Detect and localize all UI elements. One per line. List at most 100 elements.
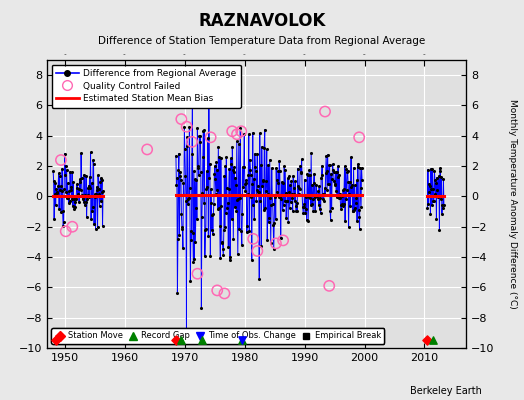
Point <box>79 194 88 200</box>
Point <box>201 253 209 260</box>
Point <box>356 185 365 192</box>
Point <box>300 204 308 210</box>
Point <box>258 177 267 184</box>
Point <box>54 170 63 176</box>
Point <box>79 196 87 203</box>
Point <box>238 210 246 217</box>
Point <box>212 159 221 165</box>
Point <box>181 173 190 179</box>
Point <box>172 153 180 159</box>
Point <box>314 202 323 208</box>
Point <box>99 223 107 229</box>
Point <box>220 227 228 233</box>
Point <box>282 215 290 222</box>
Point <box>224 199 232 206</box>
Point <box>277 234 285 241</box>
Point <box>173 175 181 182</box>
Point <box>340 200 348 207</box>
Point <box>212 190 220 197</box>
Point <box>277 196 286 203</box>
Point <box>321 191 329 198</box>
Point <box>70 198 79 205</box>
Point <box>318 162 326 169</box>
Point <box>345 191 353 197</box>
Point <box>205 161 214 167</box>
Point <box>69 202 77 209</box>
Point <box>240 131 248 137</box>
Point <box>340 186 348 192</box>
Point <box>92 191 100 198</box>
Point <box>198 214 206 220</box>
Point <box>302 217 311 224</box>
Point <box>230 164 238 170</box>
Point <box>80 171 88 178</box>
Point <box>237 242 246 249</box>
Point <box>289 208 297 214</box>
Point <box>204 232 213 239</box>
Point <box>52 188 61 195</box>
Point <box>427 166 435 172</box>
Point <box>247 256 256 263</box>
Point <box>206 186 215 192</box>
Point <box>194 163 202 169</box>
Point <box>234 251 242 258</box>
Point <box>252 198 260 204</box>
Point <box>310 170 319 177</box>
Point <box>310 180 318 186</box>
Point <box>56 173 64 180</box>
Point <box>294 191 303 197</box>
Point <box>324 181 333 187</box>
Point <box>86 149 95 156</box>
Point <box>59 223 67 230</box>
Point <box>61 162 70 169</box>
Point <box>245 131 253 137</box>
Point <box>271 216 280 222</box>
Point <box>426 211 434 217</box>
Point <box>254 183 262 189</box>
Point <box>307 202 315 208</box>
Point <box>50 216 58 222</box>
Point <box>55 206 63 213</box>
Point <box>196 169 205 176</box>
Point <box>225 166 234 172</box>
Point <box>321 185 329 191</box>
Point <box>434 194 442 200</box>
Point <box>242 177 250 183</box>
Point <box>64 199 73 206</box>
Point <box>355 226 364 233</box>
Point <box>342 187 351 193</box>
Point <box>332 188 340 194</box>
Point <box>77 150 85 157</box>
Point <box>247 171 255 178</box>
Point <box>292 200 301 206</box>
Point <box>88 180 96 186</box>
Point <box>193 216 201 222</box>
Point <box>313 196 322 202</box>
Point <box>320 197 328 204</box>
Point <box>433 174 441 181</box>
Point <box>289 172 298 179</box>
Text: Berkeley Earth: Berkeley Earth <box>410 386 482 396</box>
Point <box>66 198 74 204</box>
Point <box>285 173 293 180</box>
Point <box>345 178 354 185</box>
Point <box>80 202 89 208</box>
Point <box>428 202 436 209</box>
Point <box>268 200 277 207</box>
Point <box>52 186 60 192</box>
Point <box>439 205 447 212</box>
Point <box>246 156 254 163</box>
Point <box>213 187 221 193</box>
Point <box>272 165 280 171</box>
Point <box>81 192 89 198</box>
Point <box>274 180 282 186</box>
Point <box>353 218 361 224</box>
Point <box>176 169 184 175</box>
Point <box>279 180 287 186</box>
Point <box>425 181 433 187</box>
Point <box>263 237 271 244</box>
Point <box>253 187 261 193</box>
Point <box>325 283 333 289</box>
Point <box>192 204 200 211</box>
Point <box>249 236 257 242</box>
